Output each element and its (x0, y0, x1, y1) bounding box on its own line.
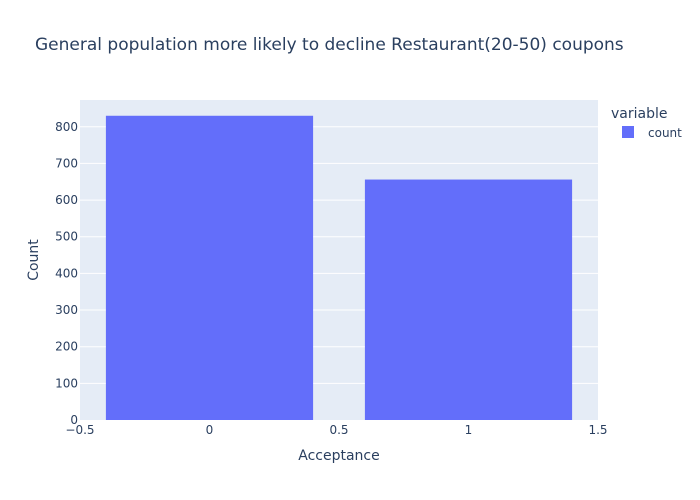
x-tick-label: 0 (206, 423, 214, 437)
x-tick-label: −0.5 (65, 423, 94, 437)
bar[interactable] (105, 115, 314, 420)
chart-title: General population more likely to declin… (35, 35, 624, 55)
y-tick-label: 800 (55, 120, 78, 134)
bars (105, 115, 573, 420)
bar[interactable] (364, 179, 573, 420)
x-axis-ticks: −0.5 0 0.5 1 1.5 (65, 423, 607, 437)
x-tick-label: 1 (465, 423, 473, 437)
legend-title: variable (611, 106, 667, 122)
y-tick-label: 500 (55, 230, 78, 244)
x-tick-label: 0.5 (329, 423, 348, 437)
y-axis-ticks: 0 100 200 300 400 500 600 700 800 (55, 120, 78, 427)
y-tick-label: 100 (55, 376, 78, 390)
legend-swatch[interactable] (622, 126, 634, 138)
y-tick-label: 0 (70, 413, 78, 427)
legend-label-count[interactable]: count (648, 126, 682, 140)
y-tick-label: 600 (55, 193, 78, 207)
y-tick-label: 400 (55, 266, 78, 280)
x-axis-title: Acceptance (298, 448, 379, 464)
legend: variable count (611, 106, 682, 140)
y-axis-title: Count (26, 239, 42, 281)
y-tick-label: 300 (55, 303, 78, 317)
x-tick-label: 1.5 (588, 423, 607, 437)
y-tick-label: 700 (55, 156, 78, 170)
y-tick-label: 200 (55, 340, 78, 354)
